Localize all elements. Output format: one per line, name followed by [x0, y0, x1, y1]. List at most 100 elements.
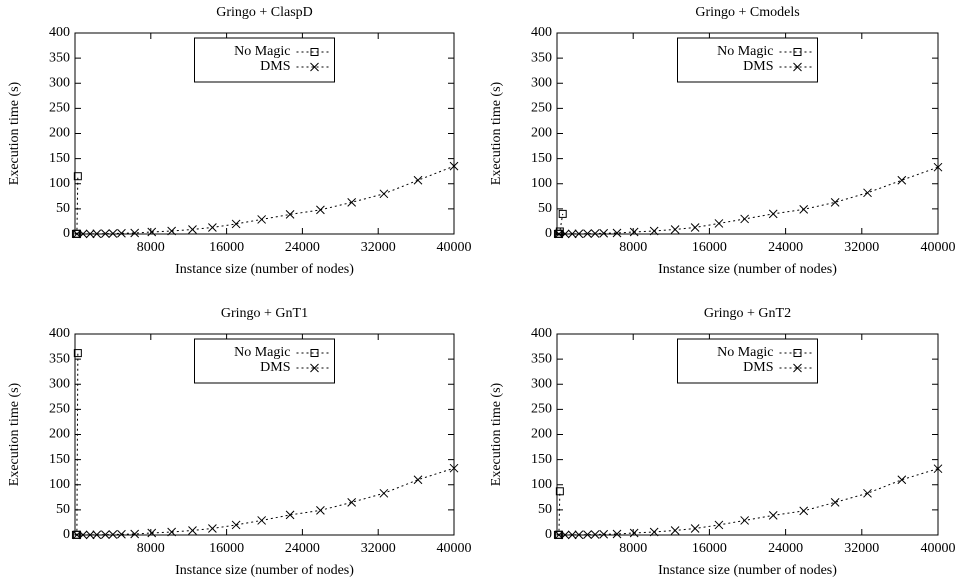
marker-x	[100, 229, 110, 239]
y-tick-label: 200	[49, 427, 70, 442]
marker-x	[897, 475, 907, 485]
y-tick-label: 0	[545, 226, 552, 241]
marker-x	[347, 497, 357, 507]
marker-x	[612, 228, 622, 238]
series-line	[557, 491, 561, 536]
marker-x	[793, 62, 802, 72]
marker-x	[583, 530, 592, 540]
marker-x	[108, 530, 118, 539]
y-tick-label: 300	[49, 75, 70, 90]
marker-x	[316, 506, 325, 515]
marker-x	[574, 229, 584, 239]
x-tick-label: 8000	[619, 240, 647, 255]
marker-square	[554, 530, 563, 539]
marker-x	[554, 530, 564, 540]
x-tick-label: 16000	[209, 240, 244, 255]
marker-x	[108, 229, 118, 238]
marker-square	[72, 530, 81, 539]
y-tick-label: 50	[538, 502, 552, 517]
marker-x	[649, 226, 659, 236]
series-line	[75, 176, 79, 235]
y-axis-label: Execution time (s)	[489, 81, 504, 185]
y-tick-label: 50	[56, 201, 70, 216]
y-tick-label: 300	[49, 376, 70, 391]
marker-x	[285, 210, 295, 219]
marker-x	[740, 214, 749, 224]
marker-x	[379, 189, 389, 199]
x-tick-label: 24000	[285, 240, 320, 255]
marker-x	[629, 227, 639, 237]
x-axis-label: Instance size (number of nodes)	[175, 563, 354, 578]
x-tick-label: 24000	[768, 541, 803, 556]
y-tick-label: 350	[531, 50, 552, 65]
x-tick-label: 8000	[137, 541, 165, 556]
plot-frame	[74, 32, 455, 235]
y-tick-label: 150	[49, 151, 70, 166]
marker-x	[117, 228, 126, 238]
y-axis-label: Execution time (s)	[7, 81, 22, 185]
series-line	[75, 353, 79, 536]
marker-x	[130, 529, 140, 539]
marker-x	[188, 526, 197, 535]
marker-x	[612, 529, 622, 539]
marker-square	[310, 48, 319, 56]
marker-x	[554, 229, 564, 239]
x-tick-label: 40000	[437, 541, 472, 556]
x-tick-label: 32000	[844, 541, 879, 556]
marker-x	[92, 530, 102, 540]
marker-x	[799, 506, 809, 516]
legend-label: DMS	[260, 360, 290, 375]
x-tick-label: 24000	[285, 541, 320, 556]
marker-x	[768, 511, 778, 520]
x-tick-label: 24000	[768, 240, 803, 255]
series-line	[76, 165, 455, 235]
y-tick-label: 350	[49, 351, 70, 366]
y-tick-label: 100	[531, 176, 552, 191]
marker-square	[555, 487, 564, 496]
marker-x	[933, 162, 943, 172]
chart-title: Gringo + GnT2	[704, 306, 791, 321]
y-tick-label: 0	[63, 226, 70, 241]
marker-square	[558, 209, 567, 218]
x-axis-label: Instance size (number of nodes)	[175, 262, 354, 277]
x-axis-label: Instance size (number of nodes)	[658, 262, 837, 277]
marker-square	[73, 172, 82, 181]
marker-x	[590, 530, 600, 539]
marker-x	[257, 516, 267, 525]
marker-x	[768, 209, 778, 219]
y-tick-label: 400	[49, 326, 70, 341]
plot-frame	[556, 333, 939, 536]
legend-label: No Magic	[717, 345, 773, 360]
marker-x	[310, 62, 319, 72]
x-tick-label: 16000	[209, 541, 244, 556]
y-tick-label: 250	[49, 402, 70, 417]
y-tick-label: 100	[49, 477, 70, 492]
plot-frame	[556, 32, 939, 235]
marker-x	[560, 530, 570, 540]
marker-square	[73, 349, 82, 358]
series-line	[558, 468, 939, 536]
y-tick-label: 200	[531, 427, 552, 442]
y-tick-label: 350	[531, 351, 552, 366]
chart-title: Gringo + Cmodels	[695, 5, 799, 20]
legend-box	[677, 37, 818, 83]
marker-square	[554, 229, 563, 238]
marker-x	[100, 530, 110, 540]
series-line	[76, 467, 455, 536]
marker-x	[347, 197, 357, 207]
marker-x	[560, 229, 570, 239]
marker-x	[649, 527, 659, 537]
marker-x	[863, 488, 872, 498]
marker-x	[933, 464, 943, 474]
x-tick-label: 40000	[437, 240, 472, 255]
marker-x	[117, 529, 126, 539]
chart-title: Gringo + ClaspD	[216, 5, 313, 20]
marker-x	[599, 529, 609, 539]
marker-x	[257, 215, 267, 224]
marker-x	[629, 528, 639, 538]
y-tick-label: 100	[531, 477, 552, 492]
marker-x	[599, 228, 609, 238]
marker-x	[714, 219, 724, 228]
marker-x	[167, 226, 176, 236]
marker-x	[285, 510, 295, 520]
